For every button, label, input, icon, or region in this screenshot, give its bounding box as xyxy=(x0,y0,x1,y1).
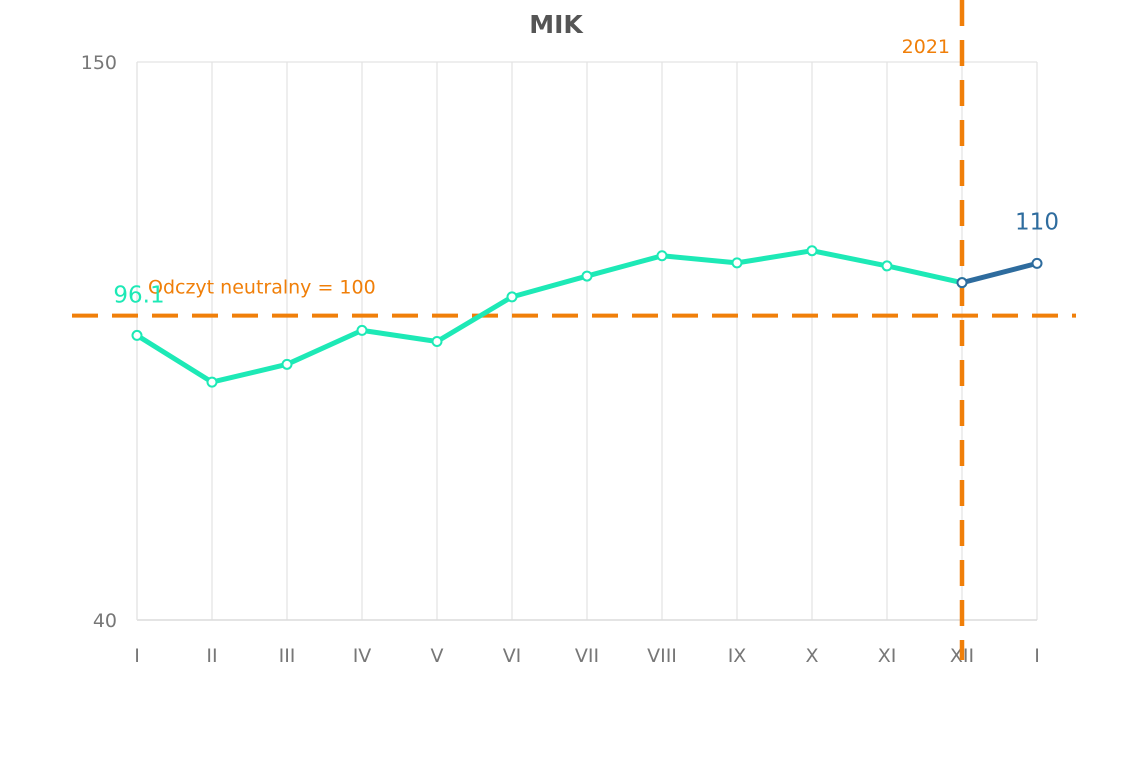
y-tick-label: 150 xyxy=(81,52,117,74)
year-marker-label: 2021 xyxy=(902,36,950,58)
x-tick-label: III xyxy=(279,645,296,667)
x-tick-label: VII xyxy=(575,645,599,667)
x-tick-label: X xyxy=(805,645,818,667)
data-point xyxy=(881,260,893,272)
data-label: 96.1 xyxy=(113,282,164,308)
reference-lines: Odczyt neutralny = 100 2021 xyxy=(72,0,1076,660)
reference-line-label: Odczyt neutralny = 100 xyxy=(148,277,376,299)
data-labels: 96.1 110 xyxy=(113,209,1059,308)
chart-title: MIK xyxy=(529,10,584,39)
data-point xyxy=(131,329,143,341)
data-point xyxy=(656,250,668,262)
x-tick-label: VI xyxy=(503,645,522,667)
x-tick-label: I xyxy=(1034,645,1040,667)
x-tick-label: II xyxy=(206,645,217,667)
data-point xyxy=(431,336,443,348)
data-point xyxy=(1031,257,1043,269)
series-line xyxy=(959,260,1040,286)
series-line xyxy=(134,248,965,385)
data-point xyxy=(281,358,293,370)
x-tick-label: VIII xyxy=(647,645,677,667)
data-point xyxy=(731,257,743,269)
x-tick-label: I xyxy=(134,645,140,667)
x-tick-label: IV xyxy=(353,645,372,667)
data-point xyxy=(956,277,968,289)
data-point xyxy=(206,376,218,388)
axes: IIIIIIIVVVIVIIVIIIIXXXIXIII40150 xyxy=(81,52,1040,667)
data-point xyxy=(506,291,518,303)
x-tick-label: IX xyxy=(728,645,747,667)
data-point xyxy=(356,324,368,336)
grid xyxy=(136,61,1038,620)
x-tick-label: XI xyxy=(878,645,897,667)
data-point xyxy=(806,245,818,257)
y-tick-label: 40 xyxy=(93,610,117,632)
data-point xyxy=(581,270,593,282)
series xyxy=(131,245,1043,388)
x-tick-label: V xyxy=(431,645,444,667)
data-label: 110 xyxy=(1015,209,1059,235)
